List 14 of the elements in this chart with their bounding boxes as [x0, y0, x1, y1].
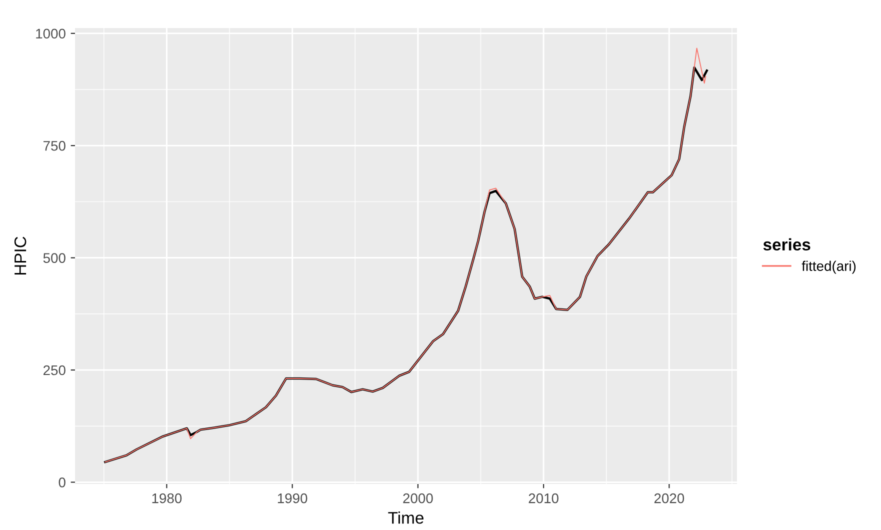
y-tick-label: 750	[44, 140, 66, 151]
y-tick-label: 0	[58, 478, 66, 488]
legend-label: fitted(ari)	[802, 260, 856, 274]
x-tick-label: 1990	[278, 493, 308, 504]
y-tick-label: 1000	[36, 28, 66, 39]
y-axis-title: HPIC	[14, 236, 26, 275]
y-tick-label: 500	[43, 253, 66, 263]
x-tick-label: 2010	[528, 493, 558, 504]
x-axis-title: Time	[388, 512, 424, 524]
y-tick-label: 250	[44, 365, 66, 376]
legend-title: series	[763, 238, 810, 251]
x-tick-label: 2020	[654, 493, 684, 504]
x-tick-label: 2000	[403, 493, 433, 504]
x-tick-label: 1980	[152, 493, 182, 504]
